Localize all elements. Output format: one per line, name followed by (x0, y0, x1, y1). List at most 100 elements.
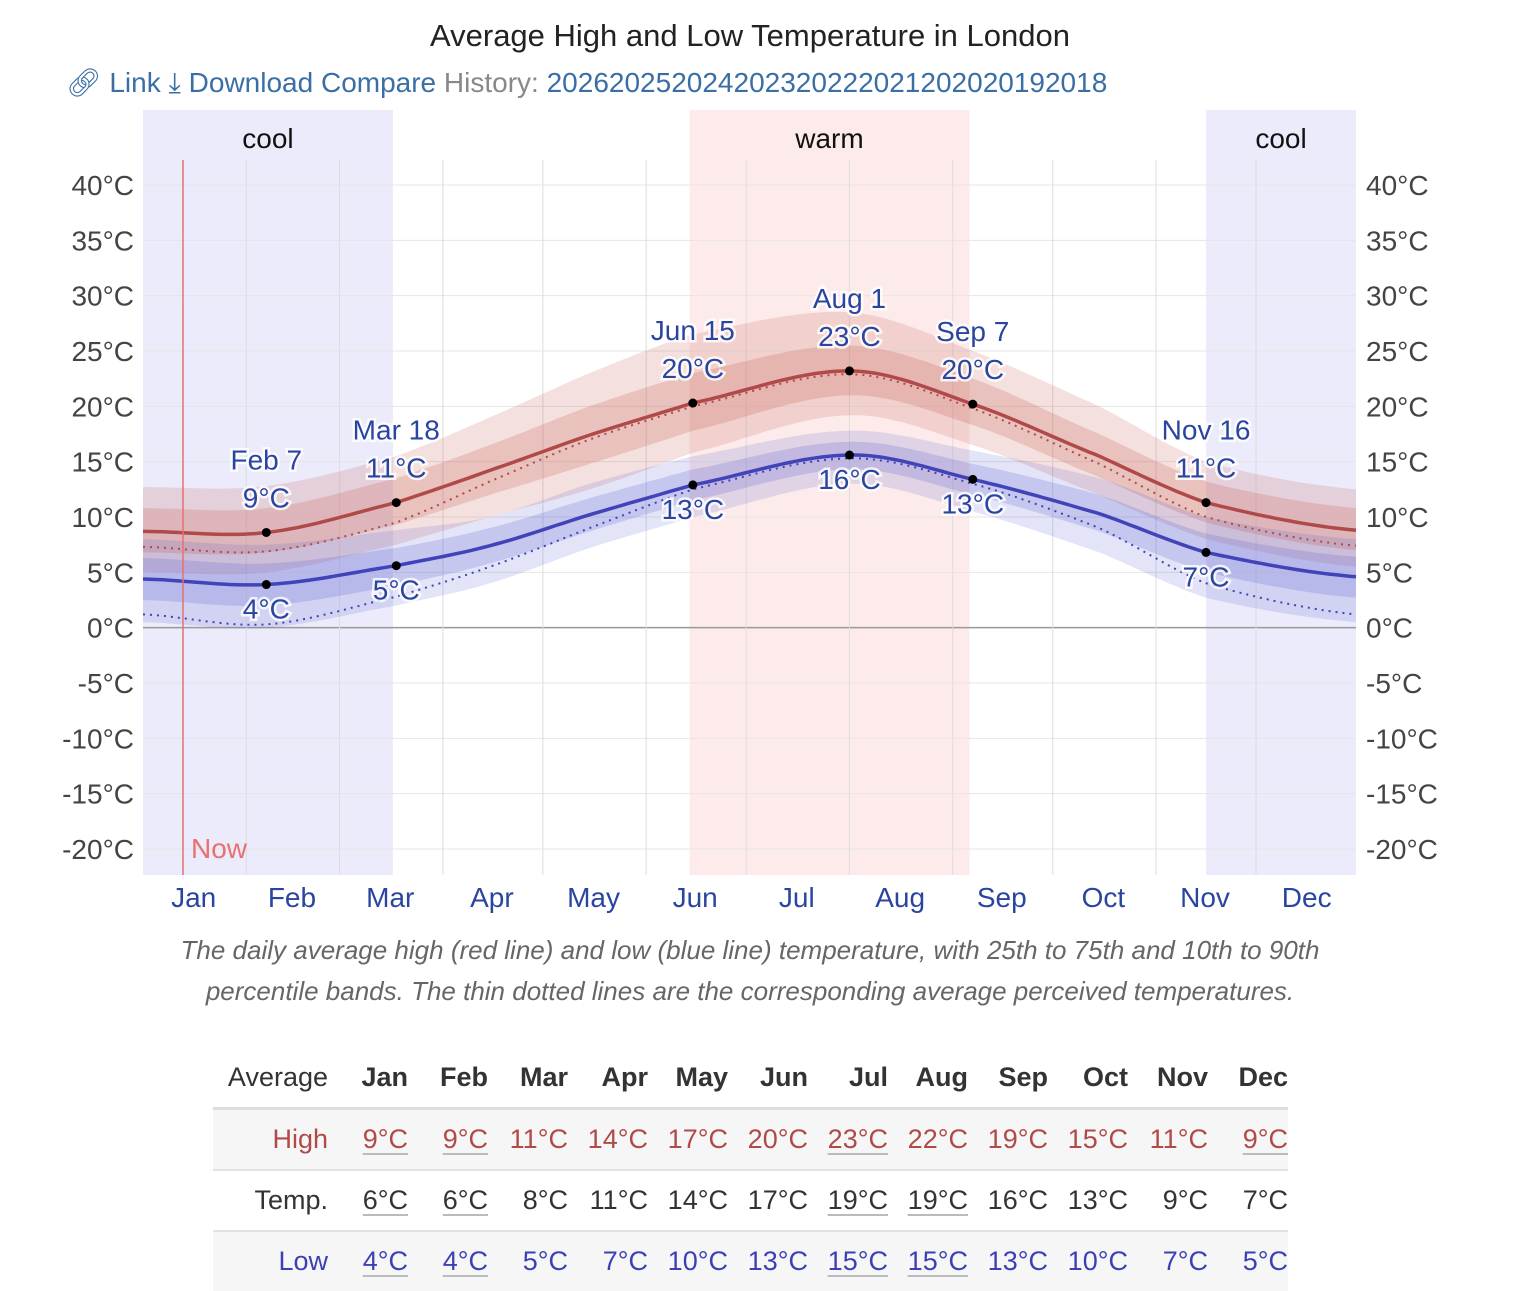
history-year-2021[interactable]: 2021 (858, 67, 921, 98)
annotation-value: 16°C (818, 464, 881, 495)
annotation-point (844, 450, 854, 460)
table-cell: 17°C (747, 1185, 808, 1215)
season-label: cool (1255, 123, 1306, 154)
now-label: Now (191, 833, 248, 864)
link-button[interactable]: 🔗︎ Link (66, 67, 161, 98)
y-tick-left: -20°C (62, 834, 134, 865)
history-year-2024[interactable]: 2024 (671, 67, 734, 98)
history-year-2022[interactable]: 2022 (795, 67, 859, 98)
y-tick-left: -5°C (78, 668, 134, 699)
low-perceived-line (142, 457, 1357, 626)
season-label: cool (242, 123, 293, 154)
history-year-2026[interactable]: 2026 (546, 67, 609, 98)
x-tick-Jun: Jun (673, 882, 718, 913)
x-tick-Feb: Feb (268, 882, 316, 913)
y-tick-right: 15°C (1366, 447, 1429, 478)
annotation-value: 11°C (366, 453, 426, 484)
y-tick-left: 40°C (71, 170, 134, 201)
y-tick-left: 20°C (71, 391, 134, 422)
season-label: warm (794, 123, 863, 154)
table-row-high: High 9°C 9°C 11°C 14°C 17°C 20°C 23°C 22°C 19°C 15… (213, 1108, 1288, 1170)
x-tick-Apr: Apr (470, 882, 514, 913)
x-tick-Aug: Aug (875, 882, 925, 913)
table-cell[interactable]: 6°C (442, 1185, 488, 1215)
x-tick-Oct: Oct (1082, 882, 1126, 913)
row-label: Low (213, 1231, 328, 1291)
table-cell: 5°C (1208, 1231, 1288, 1291)
y-tick-right: 5°C (1366, 557, 1413, 588)
y-tick-left: 25°C (71, 336, 134, 367)
y-tick-left: 0°C (87, 613, 134, 644)
table-cell: 11°C (488, 1108, 568, 1170)
history-label: History: (443, 67, 539, 98)
table-month-header: Jul (848, 1062, 888, 1092)
history-year-2023[interactable]: 2023 (733, 67, 796, 98)
annotation-date: Aug 1 (813, 283, 886, 314)
annotation-point (688, 480, 698, 490)
table-cell[interactable]: 15°C (888, 1231, 968, 1291)
link-icon: 🔗︎ (66, 67, 102, 98)
annotation-value: 20°C (662, 353, 725, 384)
table-month-header: Apr (601, 1062, 649, 1092)
y-tick-right: 10°C (1366, 502, 1429, 533)
history-year-2020[interactable]: 2020 (920, 67, 983, 98)
y-tick-right: -5°C (1366, 668, 1422, 699)
table-cell: 22°C (888, 1108, 968, 1170)
chart-caption: The daily average high (red line) and lo… (0, 930, 1500, 1012)
x-tick-Nov: Nov (1180, 882, 1230, 913)
chart-title: Average High and Low Temperature in Lond… (430, 18, 1070, 53)
history-year-2019[interactable]: 2019 (982, 67, 1045, 98)
table-month-header: May (675, 1062, 728, 1092)
table-cell: 14°C (568, 1108, 648, 1170)
caption-line-1: The daily average high (red line) and lo… (180, 935, 1320, 965)
x-tick-Jan: Jan (171, 882, 216, 913)
y-tick-left: 15°C (71, 447, 134, 478)
download-button[interactable]: ⤓ Download (168, 67, 314, 98)
table-month-header: Oct (1082, 1062, 1128, 1092)
table-cell[interactable]: 4°C (408, 1231, 488, 1291)
annotation-point (968, 474, 978, 484)
season-band-cool (1206, 110, 1356, 875)
table-cell[interactable]: 9°C (1208, 1108, 1288, 1170)
annotation-value: 23°C (818, 321, 881, 352)
table-cell[interactable]: 23°C (808, 1108, 888, 1170)
annotation-date: Feb 7 (230, 444, 302, 475)
annotation-point (391, 561, 401, 571)
x-tick-Jul: Jul (779, 882, 815, 913)
annotation-point (968, 399, 978, 409)
table-cell: 13°C (728, 1231, 808, 1291)
x-tick-Sep: Sep (977, 882, 1027, 913)
high-perceived-line (142, 373, 1357, 554)
y-tick-left: 5°C (87, 557, 134, 588)
annotation-point (391, 498, 401, 508)
annotation-date: Jun 15 (651, 315, 735, 346)
table-cell[interactable]: 6°C (362, 1185, 408, 1215)
y-tick-left: 10°C (71, 502, 134, 533)
annotation-value: 13°C (662, 494, 725, 525)
table-corner: Average (227, 1062, 328, 1092)
table-cell[interactable]: 19°C (907, 1185, 968, 1215)
table-row-low: Low 4°C 4°C 5°C 7°C 10°C 13°C 15°C 15°C 13°C 10°C 7… (213, 1231, 1288, 1291)
table-cell: 14°C (667, 1185, 728, 1215)
table-cell: 13°C (968, 1231, 1048, 1291)
table-cell[interactable]: 19°C (827, 1185, 888, 1215)
table-cell[interactable]: 9°C (328, 1108, 408, 1170)
y-tick-right: -15°C (1366, 779, 1438, 810)
low-band-25-75 (143, 441, 1356, 606)
annotation-point (261, 527, 271, 537)
table-cell: 10°C (1048, 1231, 1128, 1291)
table-cell[interactable]: 15°C (808, 1231, 888, 1291)
annotation-date: Nov 16 (1162, 415, 1251, 446)
annotation-date: Sep 7 (936, 316, 1009, 347)
compare-button[interactable]: Compare (320, 67, 437, 98)
download-icon: ⤓ (168, 67, 181, 98)
y-tick-right: -20°C (1366, 834, 1438, 865)
low-line (142, 453, 1357, 587)
table-cell[interactable]: 4°C (328, 1231, 408, 1291)
y-tick-right: -10°C (1366, 723, 1438, 754)
history-year-2018[interactable]: 2018 (1044, 67, 1108, 98)
history-year-2025[interactable]: 2025 (608, 67, 672, 98)
annotation-value: 11°C (1176, 453, 1236, 484)
annotation-value: 7°C (1183, 561, 1230, 592)
table-cell[interactable]: 9°C (408, 1108, 488, 1170)
